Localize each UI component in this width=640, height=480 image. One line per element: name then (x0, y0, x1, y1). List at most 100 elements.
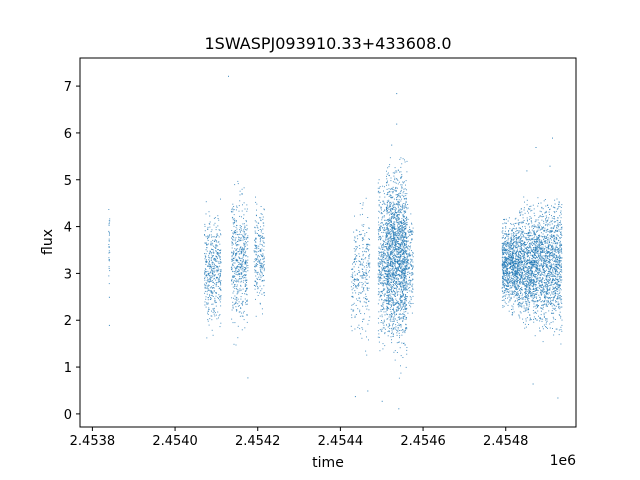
data-point (240, 273, 242, 275)
data-point (392, 251, 394, 253)
data-point (390, 284, 392, 286)
data-point (260, 254, 262, 256)
data-point (393, 270, 395, 271)
data-point (380, 225, 382, 227)
data-point (397, 234, 399, 236)
data-point (412, 303, 414, 304)
data-point (512, 254, 513, 256)
data-point (361, 277, 363, 279)
data-point (515, 276, 517, 278)
data-point (506, 280, 508, 282)
data-point (406, 237, 408, 239)
data-point (398, 221, 400, 223)
data-point (220, 289, 221, 291)
data-point (507, 294, 509, 296)
data-point (377, 191, 379, 193)
data-point (369, 244, 371, 246)
data-point (508, 244, 510, 246)
data-point (510, 281, 512, 282)
data-point (219, 265, 221, 267)
data-point (263, 280, 265, 282)
data-point (400, 250, 402, 252)
data-point (393, 248, 395, 250)
data-point (384, 186, 385, 188)
data-point (260, 270, 262, 272)
data-point (216, 269, 218, 271)
data-point (236, 284, 238, 286)
data-point (384, 271, 386, 273)
data-point (391, 250, 393, 252)
data-point (503, 260, 505, 262)
data-point (513, 280, 515, 282)
data-point (243, 312, 244, 314)
data-point (395, 324, 397, 326)
data-point (258, 259, 260, 261)
data-point (514, 282, 516, 283)
data-point (381, 256, 383, 258)
data-point (215, 229, 217, 231)
data-point (382, 185, 384, 187)
data-point (390, 320, 392, 322)
data-point (394, 260, 396, 262)
data-point (392, 201, 394, 203)
data-point (410, 274, 412, 276)
data-point (502, 270, 504, 272)
data-point (506, 259, 508, 261)
data-point (246, 237, 248, 239)
data-point (215, 292, 217, 294)
data-point (518, 287, 519, 289)
data-point (380, 209, 382, 211)
data-point (365, 275, 367, 277)
data-point (391, 244, 393, 246)
data-point (206, 291, 208, 293)
data-point (505, 222, 507, 224)
data-point (386, 291, 388, 293)
data-point (240, 303, 242, 305)
data-point (405, 289, 407, 291)
data-point (245, 293, 247, 295)
data-point (362, 253, 364, 255)
data-point (402, 245, 404, 247)
data-point (517, 293, 519, 295)
data-point (236, 225, 238, 226)
data-point (401, 232, 403, 234)
data-point (242, 255, 244, 257)
data-point (389, 242, 391, 244)
data-point (377, 258, 379, 260)
data-point (245, 267, 247, 269)
data-point (353, 248, 355, 250)
data-point (260, 271, 262, 273)
data-point (209, 252, 211, 254)
data-point (210, 299, 212, 300)
data-point (513, 225, 515, 227)
data-point (517, 267, 519, 269)
data-point (398, 237, 400, 239)
data-point (510, 241, 511, 243)
data-point (362, 277, 364, 279)
data-point (388, 284, 390, 286)
data-point (359, 328, 361, 330)
data-point (403, 343, 404, 344)
data-point (383, 308, 385, 310)
data-point (402, 256, 404, 257)
data-point (392, 318, 394, 320)
data-point (361, 337, 363, 339)
data-point (403, 311, 405, 313)
data-point (366, 354, 368, 356)
data-point (396, 214, 398, 216)
data-point (402, 203, 404, 204)
data-point (528, 260, 530, 262)
data-point (407, 274, 409, 275)
data-point (234, 240, 236, 242)
data-point (236, 300, 238, 302)
data-point (381, 274, 383, 276)
data-point (411, 265, 412, 267)
data-point (406, 208, 408, 210)
data-point (231, 280, 233, 282)
data-point (378, 236, 380, 237)
data-point (237, 289, 239, 291)
data-point (516, 241, 518, 243)
data-point (511, 270, 513, 272)
data-point (361, 282, 363, 283)
data-point (407, 247, 409, 249)
